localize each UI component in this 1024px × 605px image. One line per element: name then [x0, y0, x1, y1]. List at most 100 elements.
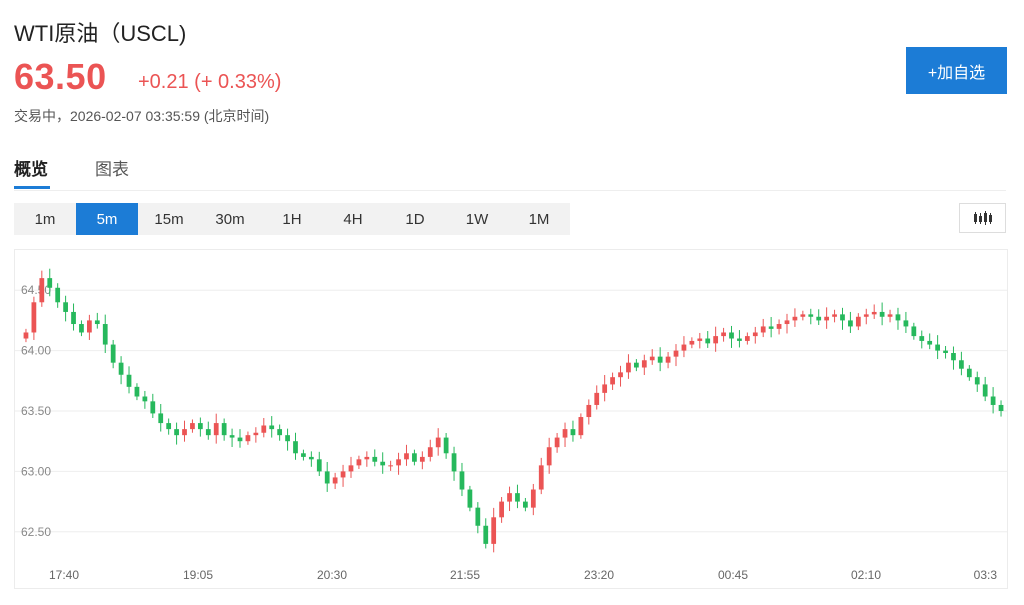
add-to-watchlist-button[interactable]: +加自选 — [906, 47, 1007, 94]
period-1m[interactable]: 1m — [34, 210, 56, 228]
x-tick-label: 23:20 — [584, 568, 614, 582]
price-chart[interactable]: 62.50 63.00 63.50 64.00 64.50 17:40 19:05 20:30… — [14, 249, 1008, 589]
candle — [134, 383, 140, 401]
candle — [475, 502, 481, 534]
candle — [308, 451, 314, 467]
candle — [388, 460, 394, 471]
candle — [570, 420, 576, 442]
y-tick-label: 63.00 — [21, 464, 51, 478]
candle — [94, 312, 100, 329]
candle — [713, 326, 719, 352]
candle — [229, 428, 235, 447]
candle — [943, 346, 948, 359]
candle — [721, 327, 726, 342]
candle — [261, 418, 267, 438]
candle — [665, 352, 671, 369]
candle — [879, 302, 885, 326]
tab-overview[interactable]: 概览 — [14, 160, 48, 179]
candle — [348, 456, 354, 478]
candle — [483, 518, 489, 549]
candle — [697, 332, 703, 349]
current-price: 63.50 — [14, 56, 107, 97]
candle — [396, 452, 401, 475]
candle — [610, 372, 615, 390]
x-tick-label: 03:3 — [974, 568, 998, 582]
candle — [530, 483, 536, 516]
chart-type-button[interactable] — [959, 203, 1006, 233]
candle — [491, 507, 497, 553]
candle — [626, 354, 631, 379]
candle — [356, 455, 362, 469]
candle — [190, 419, 195, 433]
y-tick-label: 64.50 — [21, 283, 51, 297]
candle — [79, 320, 84, 337]
period-15m[interactable]: 15m — [154, 210, 184, 228]
candle — [245, 431, 251, 445]
candle — [705, 331, 711, 348]
candle — [578, 413, 584, 439]
candle — [657, 347, 663, 372]
candle — [507, 486, 512, 512]
candle — [752, 326, 758, 344]
period-30m[interactable]: 30m — [215, 210, 245, 228]
candle — [760, 318, 766, 338]
y-tick-label: 64.00 — [21, 344, 51, 358]
candle — [554, 432, 560, 453]
candle — [237, 429, 243, 448]
candle — [435, 428, 441, 456]
candlestick-chart: 62.50 63.00 63.50 64.00 64.50 17:40 19:05 20:30… — [15, 268, 1007, 582]
candle — [459, 462, 465, 497]
x-tick-label: 00:45 — [718, 568, 748, 582]
candle — [87, 314, 92, 340]
candle — [182, 420, 187, 442]
candle — [887, 309, 893, 323]
period-5m[interactable]: 5m — [76, 203, 138, 235]
candle — [102, 314, 108, 354]
candle — [419, 451, 425, 470]
candle — [213, 413, 219, 444]
candle — [523, 497, 528, 512]
period-1h[interactable]: 1H — [282, 210, 302, 228]
candle — [538, 457, 544, 495]
candle — [935, 335, 940, 360]
candle — [110, 339, 116, 369]
candle — [118, 356, 124, 385]
y-tick-label: 62.50 — [21, 525, 51, 539]
period-1d[interactable]: 1D — [405, 210, 425, 228]
candle — [412, 449, 417, 466]
candle — [158, 403, 164, 432]
candle — [959, 351, 964, 376]
candle — [800, 310, 806, 321]
x-tick-label: 21:55 — [450, 568, 480, 582]
candle — [974, 371, 980, 392]
candle — [824, 307, 830, 329]
period-1w[interactable]: 1W — [465, 210, 489, 228]
candle — [729, 325, 734, 348]
candle — [324, 461, 330, 492]
tab-chart[interactable]: 图表 — [95, 160, 129, 179]
candle — [832, 309, 837, 323]
candle — [840, 307, 845, 330]
period-1month[interactable]: 1M — [528, 210, 550, 228]
candle — [301, 449, 306, 461]
candle — [951, 346, 956, 370]
candle — [380, 452, 386, 474]
candle — [142, 390, 148, 409]
candle — [903, 311, 909, 333]
x-tick-label: 20:30 — [317, 568, 347, 582]
candle — [919, 330, 925, 349]
candle — [816, 309, 822, 325]
candle — [23, 328, 29, 343]
candle — [633, 359, 639, 372]
candle — [197, 417, 203, 437]
candle — [174, 422, 179, 445]
period-4h[interactable]: 4H — [343, 210, 363, 228]
instrument-title: WTI原油（USCL) — [14, 21, 187, 46]
candle — [863, 308, 869, 325]
candle — [277, 424, 283, 441]
candle — [618, 365, 623, 387]
candle — [443, 432, 449, 459]
candle — [515, 484, 520, 509]
x-tick-label: 02:10 — [851, 568, 881, 582]
candle — [998, 400, 1004, 417]
